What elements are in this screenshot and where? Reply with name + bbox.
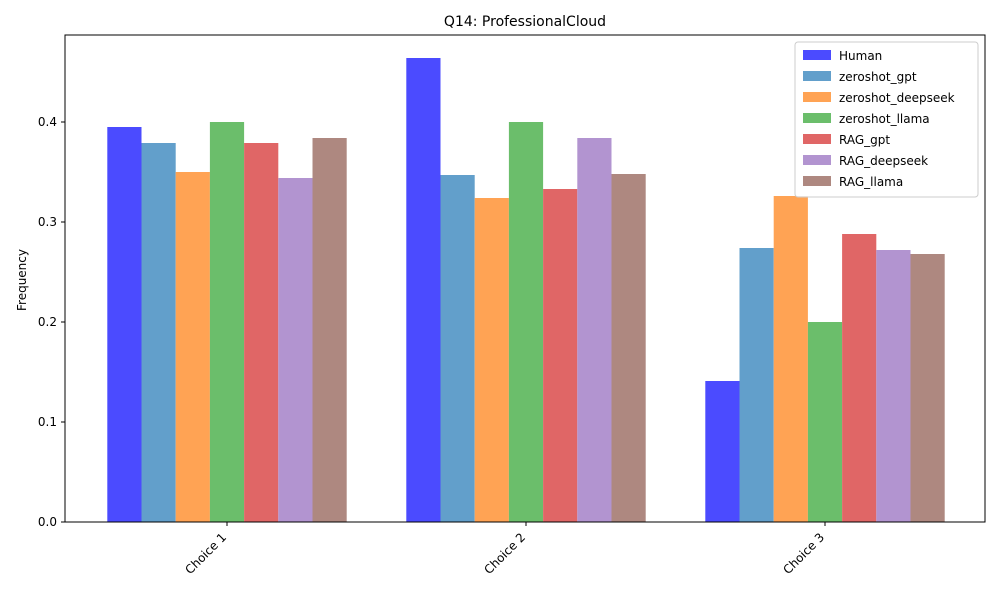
bar-zeroshot-deepseek-3 bbox=[773, 196, 808, 522]
plot-frame bbox=[64, 34, 986, 523]
bar-zeroshot-llama-3 bbox=[807, 322, 843, 522]
legend-swatch bbox=[803, 134, 831, 144]
bar-zeroshot-deepseek-1 bbox=[175, 172, 210, 522]
legend-swatch bbox=[803, 176, 831, 186]
legend-label: zeroshot_deepseek bbox=[839, 91, 955, 105]
bar-zeroshot-gpt-2 bbox=[440, 175, 475, 522]
legend-swatch bbox=[803, 92, 831, 102]
bars-layer bbox=[107, 58, 945, 522]
x-tick-label: Choice 2 bbox=[481, 530, 528, 577]
y-axis: 0.0 0.1 0.2 0.3 0.4 bbox=[38, 115, 65, 529]
bar-human-3 bbox=[705, 381, 740, 522]
y-tick-label: 0.3 bbox=[38, 215, 57, 229]
legend-swatch bbox=[803, 50, 831, 60]
bar-rag-llama-1 bbox=[312, 138, 347, 522]
y-axis-label: Frequency bbox=[15, 249, 29, 311]
bar-zeroshot-gpt-3 bbox=[739, 248, 774, 522]
x-axis: Choice 1 Choice 2 Choice 3 bbox=[182, 522, 827, 577]
x-tick-label: Choice 3 bbox=[780, 530, 827, 577]
legend: Human zeroshot_gpt zeroshot_deepseekzerosh… bbox=[794, 41, 979, 198]
legend-label: zeroshot_llama bbox=[839, 112, 930, 126]
bar-zeroshot-llama-1 bbox=[209, 122, 245, 522]
y-tick-label: 0.0 bbox=[38, 515, 57, 529]
legend-swatch bbox=[803, 155, 831, 165]
bar-human-2 bbox=[406, 58, 441, 522]
bar-zeroshot-llama-2 bbox=[508, 122, 544, 522]
y-tick-label: 0.2 bbox=[38, 315, 57, 329]
legend-label: RAG_gpt bbox=[839, 133, 890, 147]
bar-rag-deepseek-2 bbox=[577, 138, 612, 522]
bar-zeroshot-gpt-1 bbox=[141, 143, 176, 522]
legend-swatch bbox=[803, 71, 831, 81]
legend-label: RAG_deepseek bbox=[839, 154, 928, 168]
bar-rag-deepseek-1 bbox=[278, 178, 313, 522]
bar-rag-deepseek-3 bbox=[876, 250, 911, 522]
bar-rag-llama-3 bbox=[910, 254, 945, 522]
bar-zeroshot-deepseek-2 bbox=[474, 198, 509, 522]
y-tick-label: 0.1 bbox=[38, 415, 57, 429]
x-tick-label: Choice 1 bbox=[182, 530, 229, 577]
bar-rag-llama-2 bbox=[611, 174, 646, 522]
legend-label: Human bbox=[839, 49, 882, 63]
y-tick-label: 0.4 bbox=[38, 115, 57, 129]
legend-label: RAG_llama bbox=[839, 175, 903, 189]
legend-swatch bbox=[803, 113, 831, 123]
chart-title: Q14: ProfessionalCloud bbox=[444, 14, 606, 30]
bar-rag-gpt-3 bbox=[842, 234, 877, 522]
bar-human-1 bbox=[107, 127, 142, 522]
bar-rag-gpt-1 bbox=[244, 143, 279, 522]
legend-box bbox=[794, 41, 979, 198]
legend-label: zeroshot_gpt bbox=[839, 70, 917, 84]
bar-rag-gpt-2 bbox=[543, 189, 578, 522]
